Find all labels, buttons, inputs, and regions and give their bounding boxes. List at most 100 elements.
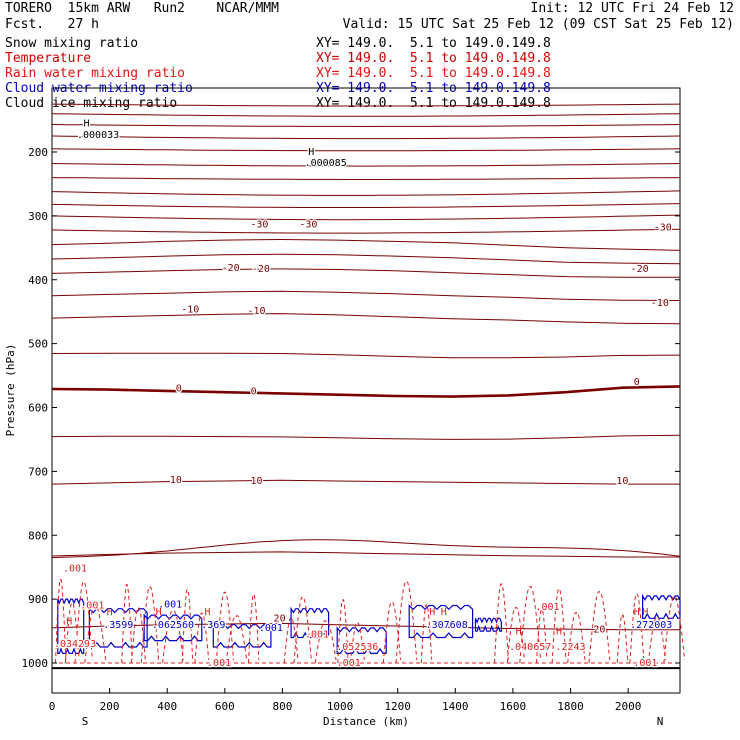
rain-water-label: .2243: [555, 642, 585, 653]
forecast-hour: Fcst. 27 h: [5, 17, 99, 32]
isotherm-label: -30: [654, 223, 672, 234]
y-tick-label: 700: [28, 465, 48, 478]
rain-water-contour: [225, 615, 248, 664]
isotherm-line: [51, 313, 681, 325]
y-tick-label: 400: [28, 274, 48, 287]
rain-water-label: .052536: [336, 642, 378, 653]
isotherm-line: [51, 163, 681, 167]
rain-water-contour: [647, 617, 667, 664]
isotherm-line: [51, 352, 681, 359]
max-marker: H: [66, 617, 72, 628]
rain-water-contour: [663, 596, 686, 664]
cloud-water-contour: [408, 604, 474, 639]
isotherm-label: -20: [252, 264, 270, 275]
cloud-ice-label: H: [308, 147, 314, 158]
rain-water-contour: [248, 594, 260, 664]
rain-water-label: .001: [80, 601, 104, 612]
isotherm-line: [51, 148, 681, 152]
legend-snow: Snow mixing ratio: [5, 36, 139, 51]
y-tick-label: 1000: [22, 657, 49, 670]
rain-water-contour: [74, 581, 93, 664]
isotherm-line: [51, 177, 681, 180]
x-tick-label: 2000: [615, 700, 642, 713]
cloud-water-contour: [212, 623, 272, 648]
x-tick-label: 800: [273, 700, 293, 713]
cloud-water-contour: [474, 617, 502, 632]
isotherm-label: -30: [299, 219, 317, 230]
max-marker: H: [634, 607, 640, 618]
isotherm-label: 0: [176, 384, 182, 395]
rain-water-contour: [215, 591, 234, 664]
max-marker: H: [556, 626, 562, 637]
isotherm-label: -10: [651, 298, 669, 309]
valid-time: Valid: 15 UTC Sat 25 Feb 12 (09 CST Sat …: [342, 17, 734, 32]
x-tick-label: 200: [100, 700, 120, 713]
endpoint-left: S: [82, 715, 89, 728]
isotherm-line: [51, 539, 681, 559]
cloud-ice-label: .000033: [77, 130, 119, 141]
y-axis-label: Pressure (hPa): [4, 344, 17, 437]
rain-water-contour: [506, 607, 525, 664]
freezing-level-line: [51, 385, 681, 398]
x-tick-label: 1400: [442, 700, 469, 713]
isotherm-label: -10: [181, 304, 199, 315]
max-marker: H: [156, 607, 162, 618]
rain-water-contour: [494, 583, 509, 664]
x-tick-label: 400: [157, 700, 177, 713]
cloud-ice-label: .000085: [305, 158, 347, 169]
endpoint-right: N: [657, 715, 664, 728]
x-tick-label: 1600: [500, 700, 527, 713]
isotherm-label: -10: [248, 306, 266, 317]
rain-water-contour: [293, 596, 312, 664]
y-tick-label: 200: [28, 146, 48, 159]
rain-water-contour: [616, 614, 629, 664]
rain-water-contour: [588, 591, 611, 664]
rain-water-contour: [349, 622, 365, 664]
cloud-water-label: .001: [259, 623, 283, 634]
max-marker: H: [642, 607, 648, 618]
rain-water-label: .001: [337, 658, 361, 669]
isotherm-line: [51, 103, 681, 107]
rain-water-contour: [629, 593, 645, 664]
cloud-ice-label: H: [84, 118, 90, 129]
isotherm-line: [51, 253, 681, 265]
rain-water-contour: [181, 589, 194, 664]
rain-water-contour: [314, 620, 337, 664]
isotherm-line: [51, 479, 680, 485]
isotherm-label: 0: [251, 387, 257, 398]
isotherm-line: [51, 214, 681, 221]
cloud-ice-xy: XY= 149.0. 5.1 to 149.0.149.8: [316, 96, 551, 111]
isotherm-line: [51, 434, 681, 440]
rain-water-contour: [131, 607, 146, 664]
cloud-water-label: .3599: [103, 620, 133, 631]
y-tick-label: 600: [28, 402, 48, 415]
rain-water-label: .034293: [54, 639, 96, 650]
max-marker: H: [441, 607, 447, 618]
isotherm-line: [51, 135, 681, 140]
isotherm-label: 20: [593, 624, 605, 635]
isotherm-line: [51, 113, 681, 117]
snow-xy: XY= 149.0. 5.1 to 149.0.149.8: [316, 36, 551, 51]
cloud-water-label: .307608: [426, 620, 468, 631]
isotherm-label: 10: [170, 475, 182, 486]
x-tick-label: 1200: [384, 700, 411, 713]
rain-water-contour: [395, 581, 418, 664]
model-title: TORERO 15km ARW Run2 NCAR/MMM: [5, 1, 279, 16]
isotherm-label: -30: [250, 219, 268, 230]
y-tick-label: 800: [28, 529, 48, 542]
isotherm-label: 0: [634, 377, 640, 388]
isotherm-line: [51, 124, 681, 128]
cloud-water-label: .062560: [152, 620, 194, 631]
cloud-water-contour: [290, 606, 330, 639]
isotherm-line: [51, 551, 680, 558]
isotherm-line: [51, 290, 681, 301]
isotherm-line: [51, 228, 681, 234]
isotherm-label: -20: [222, 263, 240, 274]
cloud-water-label: .369: [201, 620, 225, 631]
cloud-water-contour: [57, 598, 85, 655]
isotherm-label: 20: [274, 613, 286, 624]
init-time: Init: 12 UTC Fri 24 Feb 12: [530, 1, 735, 16]
isotherm-line: [51, 203, 681, 208]
rain-water-label: .001: [63, 564, 87, 575]
